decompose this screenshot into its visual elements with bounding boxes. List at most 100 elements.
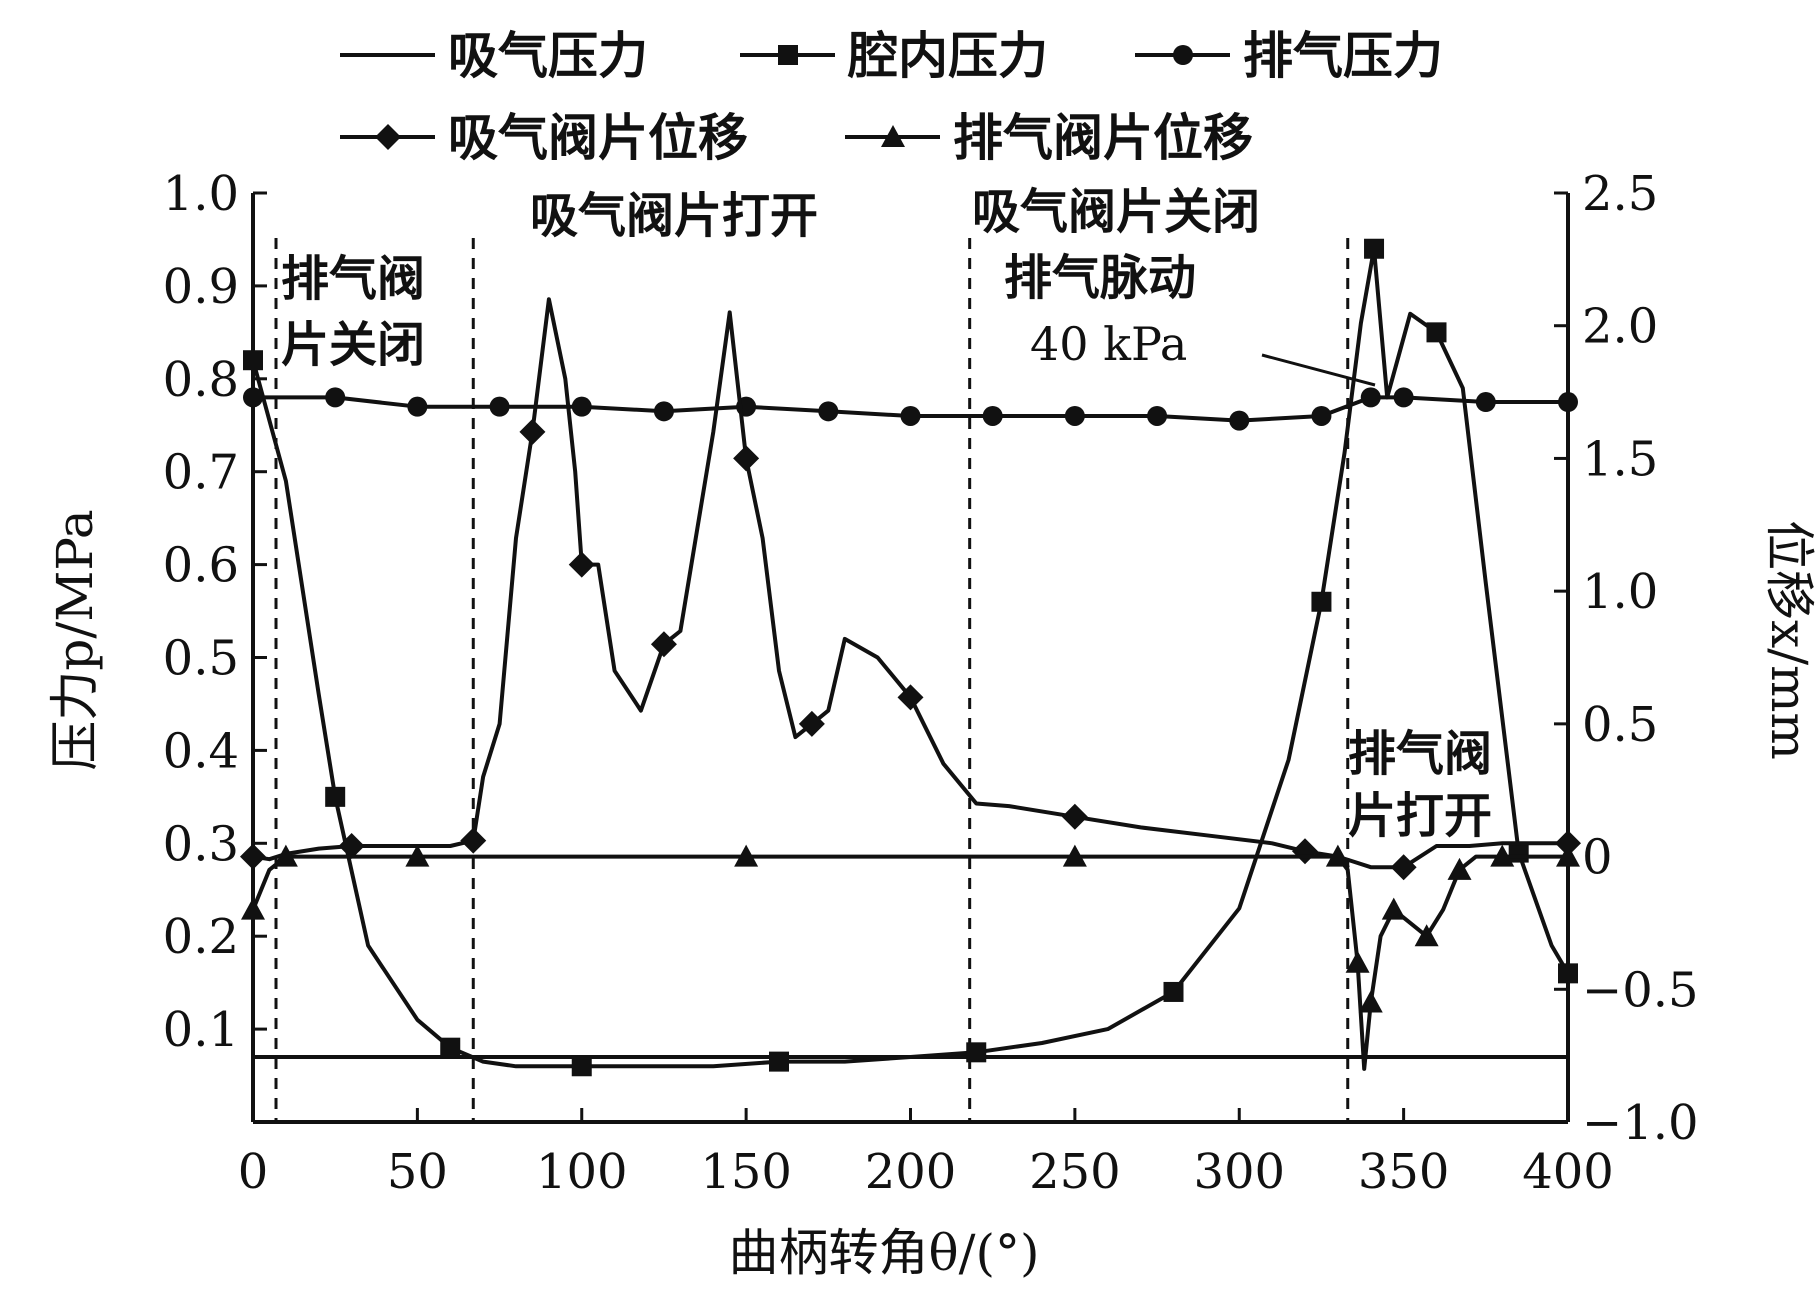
data-point — [1292, 838, 1318, 865]
data-point — [273, 844, 298, 867]
legend-item-5: 排气阀片位移 — [845, 108, 1253, 167]
data-point — [769, 1051, 789, 1072]
data-point — [241, 897, 265, 920]
data-point — [1414, 924, 1439, 947]
legend-marker — [778, 45, 798, 65]
x-tick-label: 0 — [238, 1144, 269, 1200]
data-point — [440, 1037, 461, 1058]
y-left-tick-label: 1.0 — [163, 166, 239, 222]
data-point — [407, 396, 428, 417]
series-5 — [241, 844, 1580, 1071]
y-right-tick-label: 0.5 — [1582, 697, 1658, 753]
annotation-text: 吸气阀片关闭 — [972, 184, 1260, 240]
data-point — [489, 396, 510, 417]
x-axis-title: 曲柄转角θ/(°) — [729, 1224, 1040, 1282]
data-point — [1447, 857, 1472, 880]
series-line — [251, 854, 1568, 1071]
data-point — [650, 631, 677, 658]
data-point — [1508, 842, 1529, 863]
data-point — [1364, 238, 1385, 259]
data-point — [571, 396, 592, 417]
data-point — [653, 401, 674, 422]
data-point — [1062, 844, 1087, 867]
annotation-text: 排气阀 — [281, 251, 425, 307]
legend-item-4: 吸气阀片位移 — [340, 108, 748, 167]
data-point — [325, 786, 346, 807]
x-tick-label: 350 — [1358, 1144, 1450, 1200]
ticks: 0 50 100 150 200 250 300 350 400 0.1 0.2 0.3 0.4 0.5 0… — [163, 166, 1699, 1200]
series-2 — [243, 238, 1578, 1077]
data-point — [1393, 387, 1414, 408]
legend-marker — [881, 125, 905, 147]
y-left-tick-label: 0.1 — [163, 1002, 239, 1058]
y-left-tick-label: 0.7 — [163, 445, 239, 501]
data-point — [1475, 392, 1496, 413]
data-point — [1229, 410, 1250, 431]
data-point — [519, 418, 546, 445]
region-dividers — [274, 238, 1350, 1122]
data-point — [798, 710, 825, 737]
data-point — [1147, 405, 1168, 426]
y-right-tick-label: 1.0 — [1582, 564, 1658, 620]
y-right-tick-label: 1.5 — [1582, 431, 1658, 487]
annotation-text: 排气脉动 — [1004, 250, 1196, 306]
legend-label: 吸气压力 — [448, 26, 648, 85]
annotation-leader-line — [1261, 353, 1376, 387]
data-point — [818, 401, 839, 422]
data-point — [1325, 844, 1350, 867]
annotation-text: 吸气阀片打开 — [530, 188, 818, 244]
y-left-tick-label: 0.8 — [163, 352, 239, 408]
data-point — [734, 844, 759, 867]
data-point — [1311, 405, 1332, 426]
x-tick-label: 100 — [536, 1144, 628, 1200]
data-point — [405, 844, 430, 867]
annotation-text: 排气阀 — [1348, 726, 1492, 782]
data-point — [1426, 322, 1447, 343]
data-point — [1555, 830, 1581, 857]
legend-label: 吸气阀片位移 — [448, 108, 748, 167]
data-point — [460, 827, 487, 854]
series-line — [251, 246, 1570, 1069]
legend-label: 排气阀片位移 — [953, 108, 1253, 167]
x-tick-label: 300 — [1193, 1144, 1285, 1200]
series-3 — [243, 387, 1578, 431]
y-left-tick-label: 0.6 — [163, 538, 239, 594]
x-tick-label: 150 — [700, 1144, 792, 1200]
data-point — [966, 1042, 987, 1063]
data-point — [243, 350, 263, 371]
y-left-tick-label: 0.3 — [163, 816, 239, 872]
data-point — [1163, 981, 1184, 1002]
legend-marker — [375, 124, 401, 150]
y-right-axis-title: 位移x/mm — [1760, 520, 1818, 760]
x-tick-label: 200 — [865, 1144, 957, 1200]
data-point — [897, 684, 924, 711]
y-right-tick-label: −0.5 — [1582, 962, 1699, 1018]
x-tick-label: 400 — [1522, 1144, 1614, 1200]
x-tick-label: 50 — [387, 1144, 448, 1200]
axes — [251, 193, 1570, 1124]
data-point — [568, 551, 595, 578]
legend-label: 腔内压力 — [847, 26, 1048, 85]
annotation-text: 片关闭 — [281, 317, 425, 373]
data-point — [733, 445, 760, 472]
legend-marker — [1173, 45, 1193, 65]
data-point — [240, 843, 266, 870]
data-point — [325, 387, 346, 408]
data-point — [982, 405, 1003, 426]
data-point — [1556, 844, 1580, 867]
data-point — [1061, 803, 1088, 830]
data-point — [1381, 897, 1406, 920]
annotation-text: 40 kPa — [1030, 317, 1187, 371]
y-left-tick-label: 0.9 — [163, 259, 239, 315]
data-point — [1358, 990, 1383, 1013]
annotation-text: 片打开 — [1348, 788, 1492, 844]
data-point — [1490, 844, 1515, 867]
y-left-tick-label: 0.2 — [163, 909, 239, 965]
data-point — [1311, 591, 1332, 612]
y-left-tick-label: 0.5 — [163, 631, 239, 687]
y-right-tick-label: −1.0 — [1582, 1095, 1699, 1151]
data-point — [243, 387, 263, 408]
